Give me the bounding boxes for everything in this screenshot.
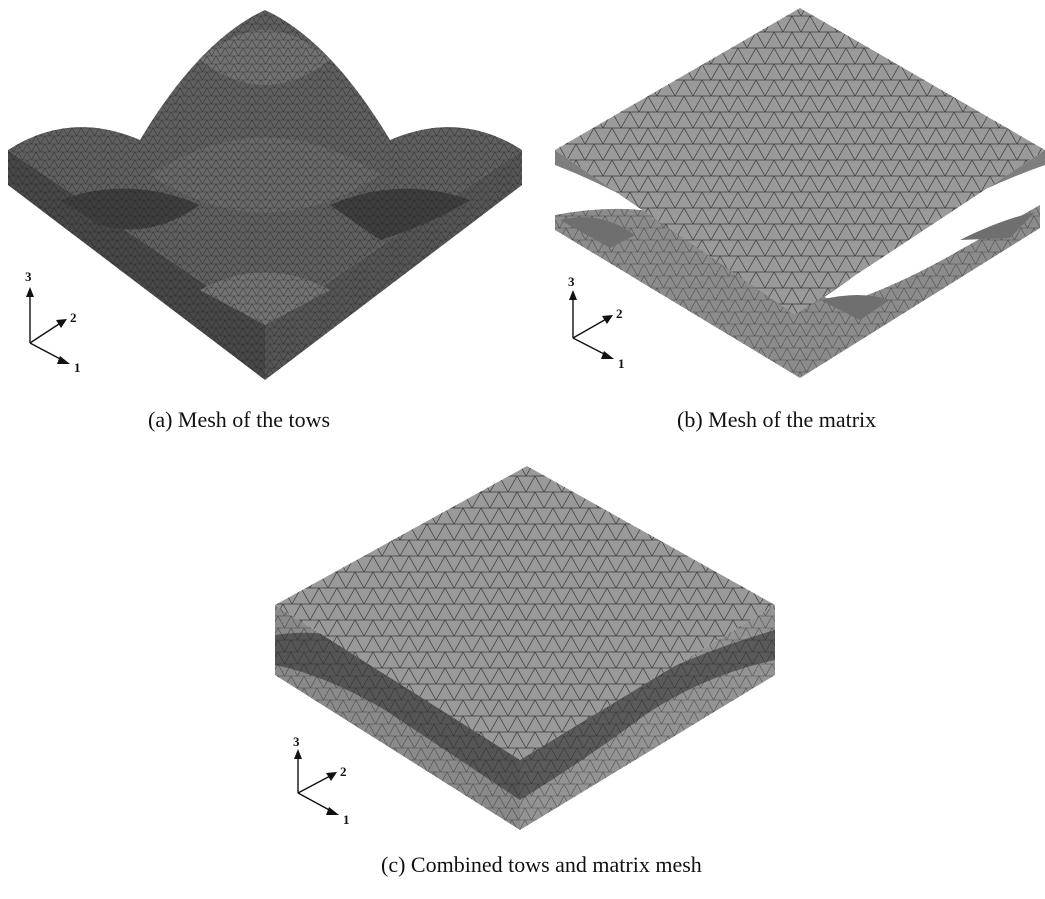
axis-label-1: 1 xyxy=(343,812,350,827)
axis-label-2: 2 xyxy=(340,764,347,779)
axis-label-3: 3 xyxy=(25,269,32,284)
coordinate-triad: 3 2 1 xyxy=(293,734,350,827)
panel-tows-mesh: 3 2 1 xyxy=(0,0,530,390)
panel-combined-mesh: 3 2 1 xyxy=(265,460,785,835)
axis-label-2: 2 xyxy=(616,306,623,321)
panel-matrix-mesh: 3 2 1 xyxy=(540,0,1045,390)
matrix-lower-pocket-right xyxy=(960,212,1035,240)
coordinate-triad: 3 2 1 xyxy=(568,274,625,371)
axis-label-3: 3 xyxy=(293,734,300,749)
caption-combined-mesh: (c) Combined tows and matrix mesh xyxy=(381,852,702,877)
caption-matrix-mesh: (b) Mesh of the matrix xyxy=(677,407,877,432)
axis-label-3: 3 xyxy=(568,274,575,289)
matrix-lower-pocket-left xyxy=(560,217,635,248)
tows-mesh-figure: 3 2 1 xyxy=(8,10,522,380)
caption-tows-mesh: (a) Mesh of the tows xyxy=(148,407,331,432)
axis-label-1: 1 xyxy=(618,356,625,371)
axis-label-2: 2 xyxy=(70,310,77,325)
matrix-lower-pocket-mid xyxy=(820,295,890,320)
matrix-mesh-figure: 3 2 1 xyxy=(555,8,1045,378)
combined-mesh-figure: 3 2 1 xyxy=(275,466,775,830)
axis-label-1: 1 xyxy=(74,360,81,375)
coordinate-triad: 3 2 1 xyxy=(25,269,81,375)
